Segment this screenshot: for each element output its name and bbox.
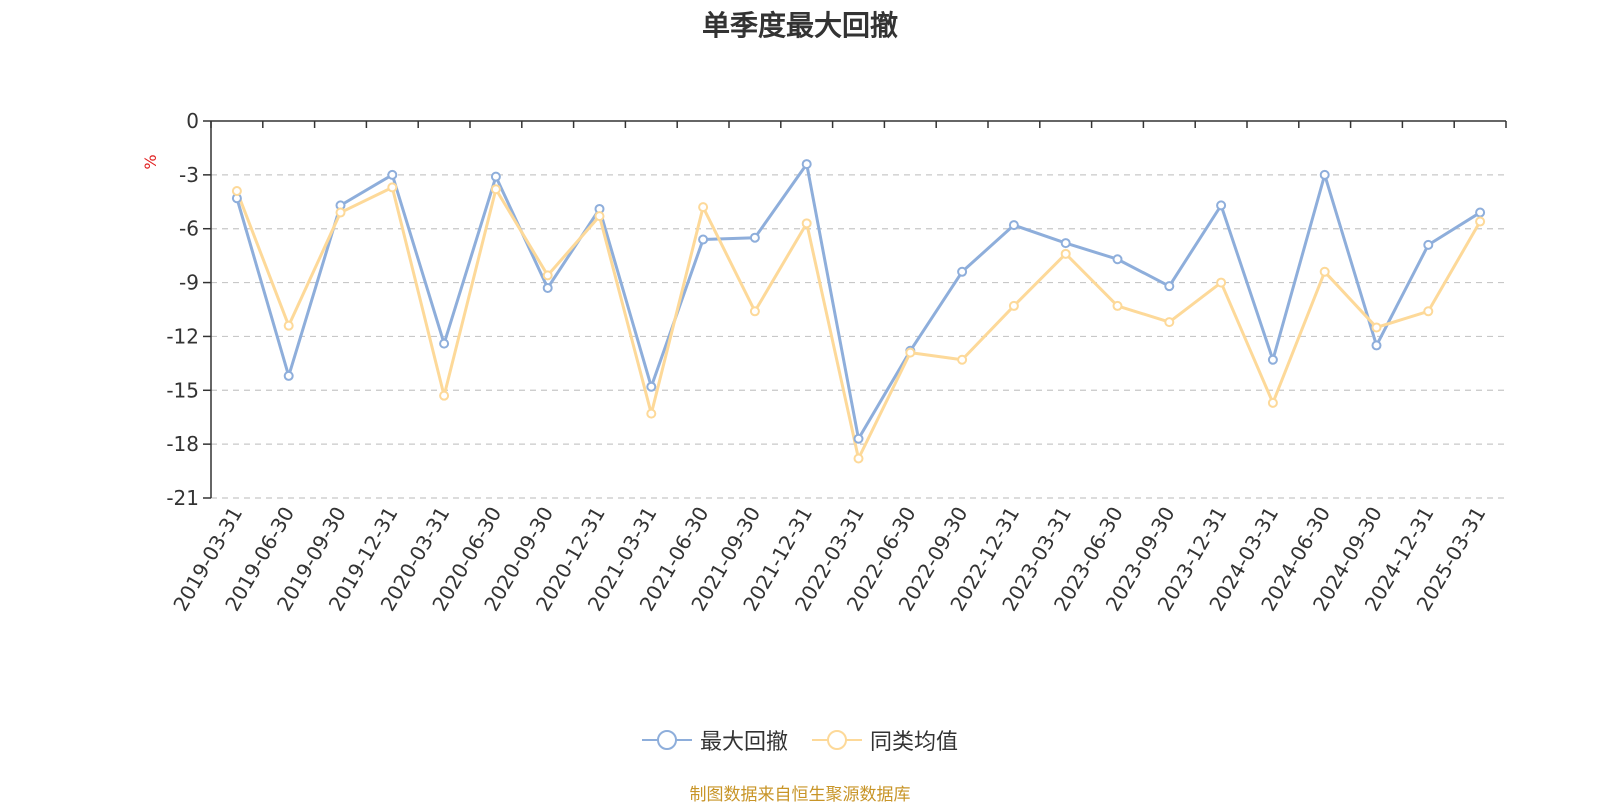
data-point [905,347,916,358]
y-tick-label: -12 [166,324,199,348]
data-point [646,381,657,392]
data-point [439,390,450,401]
data-point [1475,216,1486,227]
data-point [1267,354,1278,365]
source-note: 制图数据来自恒生聚源数据库 [689,785,911,805]
data-point [1112,254,1123,265]
data-point [853,453,864,464]
data-point [957,266,968,277]
data-point [1164,281,1175,292]
data-point [646,408,657,419]
data-point [1008,220,1019,231]
legend-item-category-average[interactable]: 同类均值 [812,724,958,756]
data-point [594,211,605,222]
y-tick-label: -3 [179,163,199,187]
y-tick-label: 0 [186,109,199,133]
data-point [801,218,812,229]
legend-item-max-drawdown[interactable]: 最大回撤 [641,724,788,756]
series-line-2 [235,185,1482,461]
line-chart: 0 -3 -6 -9 -12 -15 -18 -21 2019-03-312019-06-30… [141,109,1507,615]
grid-lines [211,174,1506,499]
data-point [1371,340,1382,351]
data-point [853,433,864,444]
legend-marker-icon [812,730,862,750]
legend-label-category-average: 同类均值 [870,730,959,755]
legend-marker-icon [641,730,692,750]
data-point [542,282,553,293]
data-point [439,338,450,349]
data-point [698,234,709,245]
data-point [1216,200,1227,211]
data-point [1060,248,1071,259]
y-tick-label: -9 [179,271,199,295]
data-point [749,306,760,317]
data-point [1423,306,1434,317]
y-tick-label: -18 [166,432,199,456]
data-point [1060,238,1071,249]
y-tick-label: -21 [166,486,199,510]
data-point [698,202,709,213]
data-point [1216,277,1227,288]
series-line-1 [235,162,1481,441]
data-point [1267,397,1278,408]
series-lines [231,159,1486,464]
data-point [387,182,398,193]
data-point [1008,300,1019,311]
data-point [490,184,501,195]
data-point [283,320,294,331]
data-point [1475,207,1486,218]
data-point [957,354,968,365]
data-point [542,270,553,281]
axes [203,120,1507,499]
data-point [283,370,294,381]
data-point [749,232,760,243]
data-point [1319,169,1330,180]
data-point [231,186,242,197]
data-point [1112,300,1123,311]
data-point [1319,266,1330,277]
data-point [1164,317,1175,328]
y-tick-label: -15 [166,378,199,402]
y-tick-label: -6 [179,217,199,241]
data-point [335,207,346,218]
data-point [1371,322,1382,333]
data-point [801,159,812,170]
chart-title: 单季度最大回撤 [701,9,898,42]
data-point [387,169,398,180]
data-point [1423,239,1434,250]
y-axis-unit-label: % [141,154,160,169]
legend-label-max-drawdown: 最大回撤 [699,730,788,755]
y-tick-labels: 0 -3 -6 -9 -12 -15 -18 -21 [166,109,199,510]
legend: 最大回撤 同类均值 [0,720,1600,760]
x-tick-labels: 2019-03-312019-06-302019-09-302019-12-31… [168,502,1490,615]
data-point [490,171,501,182]
